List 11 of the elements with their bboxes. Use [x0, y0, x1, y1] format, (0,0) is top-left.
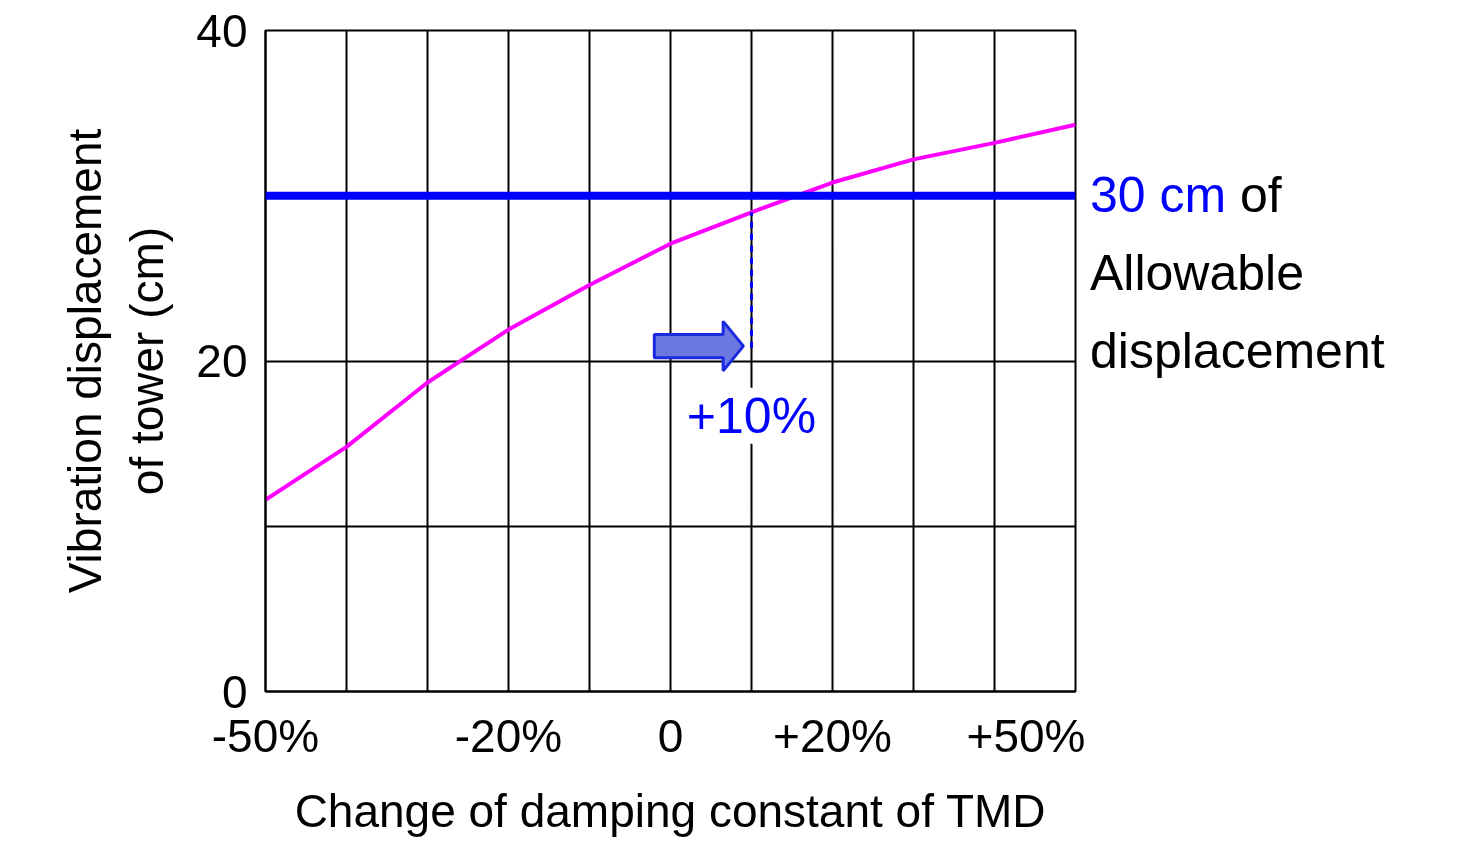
line-series	[265, 122, 1076, 502]
y-tick-label: 40	[196, 4, 248, 57]
x-tick-label: 0	[657, 709, 684, 762]
y-axis-title: Vibration displacement of tower (cm)	[58, 128, 174, 594]
x-tick-label: -20%	[454, 709, 563, 762]
annotation: +10%	[686, 387, 817, 444]
x-tick-label: +20%	[773, 709, 892, 762]
ref-line-label: 30 cm of Allowable displacement	[1090, 166, 1385, 381]
x-axis-title: Change of damping constant of TMD	[294, 784, 1046, 837]
x-tick-label: +50%	[966, 709, 1086, 762]
y-tick-label: 20	[196, 335, 248, 387]
